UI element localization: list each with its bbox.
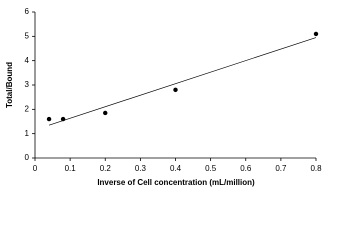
trendline <box>48 37 317 126</box>
y-tick-label: 4 <box>25 56 30 65</box>
y-tick-label: 2 <box>25 104 30 113</box>
x-tick-label: 0.6 <box>240 164 252 173</box>
y-tick-label: 5 <box>25 31 30 40</box>
x-tick-label: 0.8 <box>310 164 322 173</box>
x-tick-label: 0.3 <box>135 164 147 173</box>
x-tick-label: 0 <box>33 164 38 173</box>
y-tick-label: 6 <box>25 7 30 16</box>
y-axis-title: Total/Bound <box>5 62 14 108</box>
y-tick-label: 0 <box>25 153 30 162</box>
point <box>46 116 52 122</box>
point <box>313 31 319 37</box>
x-tick-label: 0.7 <box>275 164 287 173</box>
point <box>103 110 108 116</box>
x-tick-label: 0.2 <box>100 164 112 173</box>
point <box>60 116 66 122</box>
x-axis-title: Inverse of Cell concentration (mL/millio… <box>97 178 255 187</box>
x-tick-label: 0.4 <box>170 164 182 173</box>
y-tick-label: 3 <box>25 80 30 89</box>
chart: Inverse of Cell concentration (mL/millio… <box>5 7 322 187</box>
y-tick-label: 1 <box>25 129 30 138</box>
point <box>173 87 178 93</box>
x-tick-label: 0.1 <box>65 164 77 173</box>
x-tick-label: 0.5 <box>205 164 217 173</box>
